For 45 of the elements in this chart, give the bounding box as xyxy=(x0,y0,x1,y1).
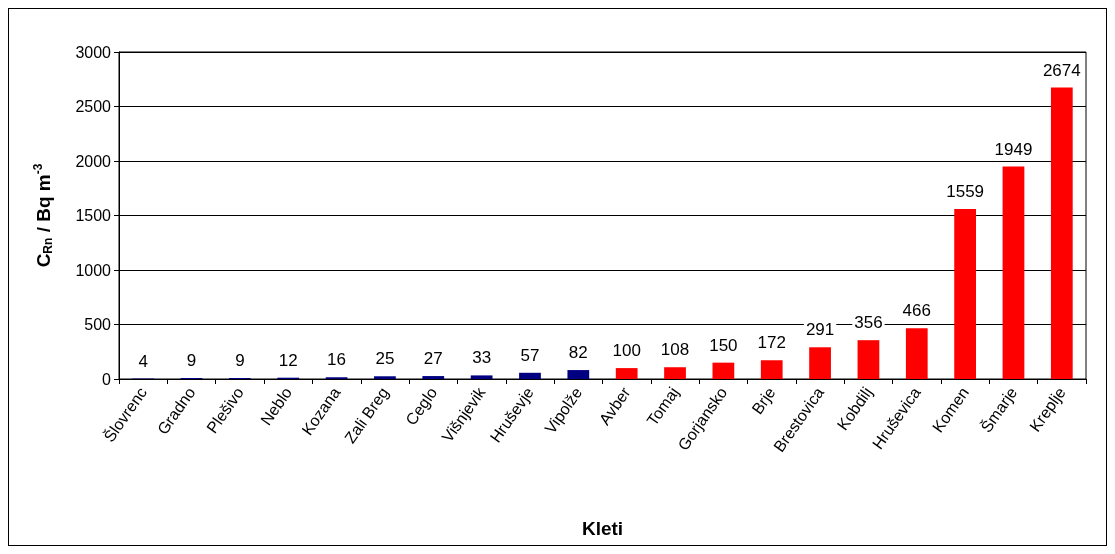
bar xyxy=(374,376,396,379)
data-label: 27 xyxy=(423,349,443,369)
data-label: 2674 xyxy=(1042,60,1081,80)
y-tick-label: 1500 xyxy=(75,207,112,224)
bar xyxy=(1050,87,1073,379)
data-label: 150 xyxy=(709,335,738,355)
data-label: 12 xyxy=(278,350,298,370)
data-label: 108 xyxy=(660,340,690,360)
data-label: 100 xyxy=(612,341,641,361)
data-label: 1559 xyxy=(946,182,985,202)
data-label: 9 xyxy=(235,351,245,371)
y-tick-label: 2000 xyxy=(75,152,112,170)
bar xyxy=(470,375,493,379)
x-axis-title: Kleti xyxy=(581,518,624,539)
bar xyxy=(664,367,686,379)
x-tick-label: Brje xyxy=(748,384,779,418)
bar xyxy=(809,347,831,379)
y-tick-label: 1000 xyxy=(75,261,112,279)
data-label: 4 xyxy=(138,351,148,371)
y-tick-label: 500 xyxy=(84,316,112,333)
data-label: 25 xyxy=(375,349,395,369)
data-label: 1949 xyxy=(994,139,1033,159)
data-label: 172 xyxy=(757,333,786,353)
bar xyxy=(760,360,783,379)
data-label: 16 xyxy=(327,350,347,370)
data-label: 466 xyxy=(902,301,931,321)
bar xyxy=(712,362,735,379)
data-label: 57 xyxy=(520,345,540,365)
data-label: 291 xyxy=(805,320,835,340)
data-label: 82 xyxy=(568,343,588,363)
y-axis-title: CRn / Bq m-3 xyxy=(31,163,55,268)
bar xyxy=(905,328,928,379)
bar xyxy=(615,368,638,379)
y-tick-label: 0 xyxy=(102,370,112,388)
bar xyxy=(567,370,590,379)
bar xyxy=(422,376,445,379)
bar xyxy=(857,340,880,379)
data-label: 356 xyxy=(854,313,883,333)
bar xyxy=(954,209,976,379)
y-tick-label: 3000 xyxy=(75,43,112,61)
data-label: 9 xyxy=(186,351,197,371)
y-tick-label: 2500 xyxy=(75,98,112,115)
data-label: 33 xyxy=(472,348,492,368)
bar xyxy=(519,372,541,379)
bar xyxy=(1002,166,1025,379)
